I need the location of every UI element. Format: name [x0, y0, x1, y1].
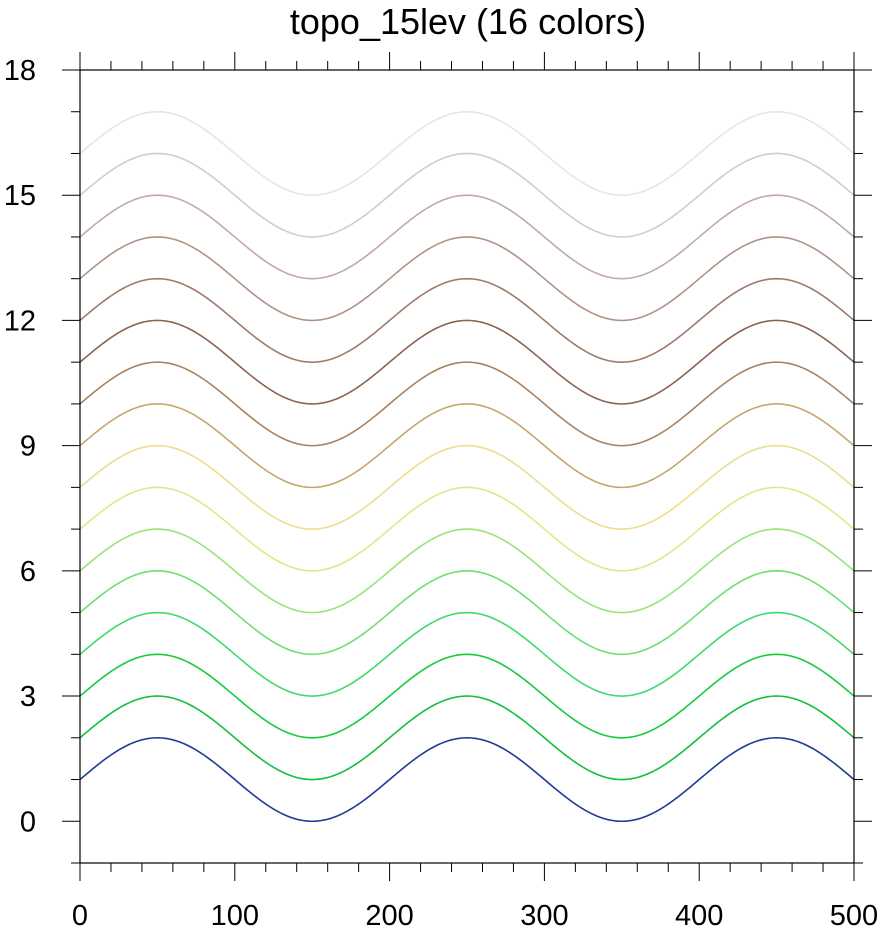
series-line-5: [79, 528, 855, 614]
y-tick-label: 12: [4, 305, 36, 337]
series-line-6: [79, 486, 855, 572]
y-tick-label: 15: [4, 180, 36, 212]
x-tick-label: 100: [211, 900, 259, 932]
y-tick-label: 18: [4, 55, 36, 87]
x-tick-label: 0: [72, 900, 88, 932]
y-tick-label: 6: [20, 556, 36, 588]
series-line-4: [79, 570, 855, 656]
chart-title: topo_15lev (16 colors): [290, 1, 646, 42]
x-tick-label: 200: [365, 900, 413, 932]
series-line-8: [79, 403, 855, 489]
series-line-3: [79, 611, 855, 697]
x-tick-label: 500: [830, 900, 878, 932]
axis-ticks: [62, 52, 872, 881]
plot-lines: [79, 110, 855, 823]
y-tick-label: 3: [20, 681, 36, 713]
series-line-12: [79, 236, 855, 322]
series-line-1: [79, 695, 855, 781]
x-tick-label: 300: [520, 900, 568, 932]
y-tick-label: 0: [20, 806, 36, 838]
series-line-13: [79, 194, 855, 280]
plot-frame: [79, 69, 855, 864]
series-line-15: [79, 110, 855, 197]
series-line-9: [79, 361, 855, 447]
series-line-14: [79, 152, 855, 238]
series-line-0: [79, 736, 855, 823]
x-tick-label: 400: [675, 900, 723, 932]
y-tick-label: 9: [20, 431, 36, 463]
series-line-2: [79, 653, 855, 739]
series-line-11: [79, 277, 855, 363]
series-line-10: [79, 319, 855, 405]
series-line-7: [79, 444, 855, 530]
axis-tick-labels: 0 100 200 300 400 500 0 3 6 9 12 15 18: [4, 55, 878, 932]
